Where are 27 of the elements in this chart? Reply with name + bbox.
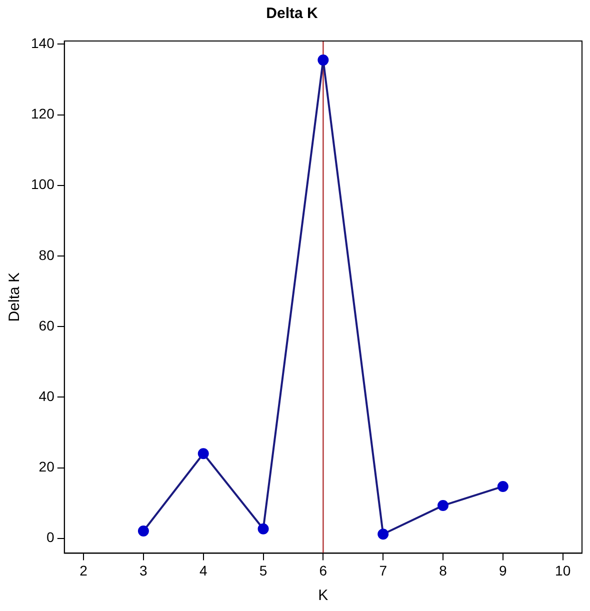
y-tick-label: 0: [46, 529, 55, 546]
point: [318, 54, 329, 66]
x-axis-title: K: [318, 587, 328, 604]
chart-title: Delta K: [266, 5, 318, 22]
x-tick-label: 5: [259, 562, 268, 578]
y-tick-label: 80: [38, 246, 55, 263]
point: [198, 448, 209, 460]
x-tick-label: 4: [199, 562, 208, 578]
x-tick-label: 9: [499, 562, 508, 578]
y-tick-label: 40: [38, 388, 55, 404]
x-tick-label: 3: [140, 562, 148, 578]
x-tick-label: 6: [319, 562, 328, 578]
point: [497, 480, 508, 492]
point: [378, 528, 389, 540]
y-tick-label: 20: [38, 458, 55, 475]
x-tick-label: 10: [555, 562, 571, 578]
y-tick-label: 100: [31, 176, 55, 192]
y-axis-title: Delta K: [6, 272, 24, 322]
x-tick-label: 2: [80, 562, 88, 578]
point: [258, 523, 269, 534]
x-tick-label: 7: [379, 562, 388, 578]
point: [438, 500, 449, 512]
x-tick-label: 8: [439, 562, 448, 578]
y-tick-label: 120: [31, 106, 55, 122]
point: [138, 525, 149, 536]
y-tick-label: 60: [38, 317, 55, 334]
y-tick-label: 140: [31, 35, 55, 52]
